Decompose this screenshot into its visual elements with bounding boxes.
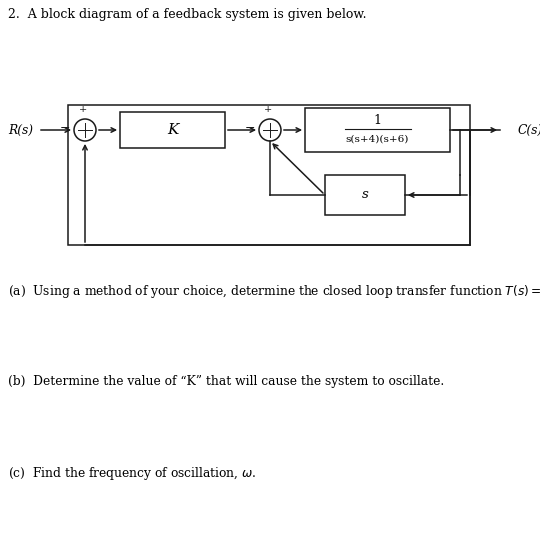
Text: R(s): R(s) <box>8 124 33 136</box>
Text: K: K <box>167 123 178 137</box>
Text: (c)  Find the frequency of oscillation, $\omega$.: (c) Find the frequency of oscillation, $… <box>8 465 256 482</box>
Text: +: + <box>264 105 272 114</box>
Text: (b)  Determine the value of “K” that will cause the system to oscillate.: (b) Determine the value of “K” that will… <box>8 375 444 388</box>
Text: s: s <box>362 188 368 202</box>
Text: 2.  A block diagram of a feedback system is given below.: 2. A block diagram of a feedback system … <box>8 8 367 21</box>
Text: 1: 1 <box>374 115 381 127</box>
Text: C(s): C(s) <box>518 124 540 136</box>
Text: −: − <box>59 121 70 135</box>
Bar <box>68 105 470 245</box>
Text: s(s+4)(s+6): s(s+4)(s+6) <box>346 135 409 143</box>
Text: (a)  Using a method of your choice, determine the closed loop transfer function : (a) Using a method of your choice, deter… <box>8 280 540 304</box>
Text: −: − <box>245 121 255 135</box>
Bar <box>305 108 450 152</box>
Text: +: + <box>79 105 87 114</box>
Bar <box>120 112 225 148</box>
Bar <box>325 175 405 215</box>
